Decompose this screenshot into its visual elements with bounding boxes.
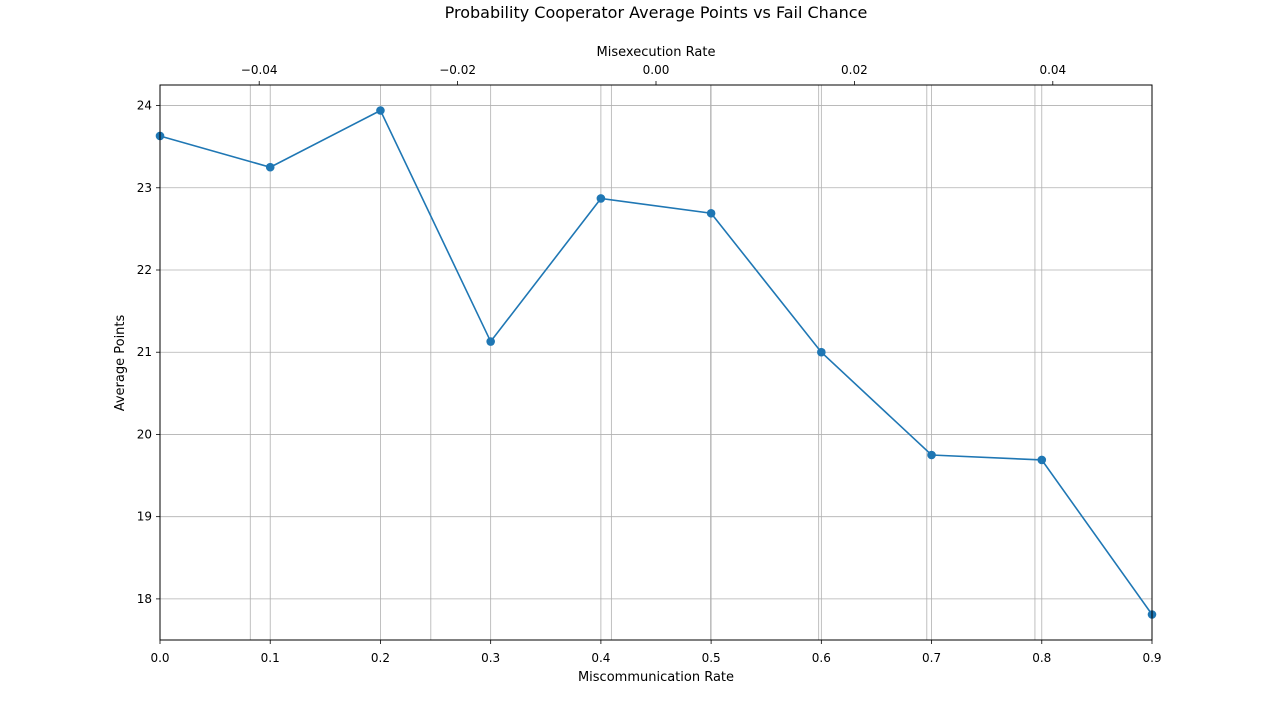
secondary-x-tick-label: −0.02 xyxy=(439,63,476,77)
x-axis-label: Miscommunication Rate xyxy=(578,670,734,685)
secondary-x-axis-label: Misexecution Rate xyxy=(597,45,716,60)
secondary-x-tick-label: 0.04 xyxy=(1039,63,1066,77)
x-tick-label: 0.1 xyxy=(261,651,280,665)
series-line-layer xyxy=(159,109,1153,615)
secondary-x-tick-label: 0.00 xyxy=(643,63,670,77)
data-point xyxy=(265,162,275,172)
x-tick-label: 0.6 xyxy=(812,651,831,665)
y-tick-label: 18 xyxy=(137,592,152,606)
x-tick-label: 0.4 xyxy=(591,651,610,665)
grid xyxy=(159,85,1153,640)
data-point xyxy=(376,106,385,115)
series-line xyxy=(159,109,1153,615)
x-tick-label: 0.2 xyxy=(371,651,390,665)
x-tick-label: 0.5 xyxy=(702,651,721,665)
data-point xyxy=(817,347,826,357)
x-tick-label: 0.0 xyxy=(150,651,169,665)
x-tick-label: 0.9 xyxy=(1142,651,1161,665)
y-axis-label: Average Points xyxy=(113,314,128,411)
secondary-x-axis-ticks: −0.04 −0.02 0.00 0.02 0.04 xyxy=(241,63,1066,85)
x-tick-label: 0.8 xyxy=(1032,651,1051,665)
data-point xyxy=(486,337,495,346)
x-tick-label: 0.3 xyxy=(481,651,500,665)
secondary-x-tick-label: 0.02 xyxy=(841,63,868,77)
y-axis-ticks: 18 19 20 21 22 23 24 xyxy=(137,99,160,606)
y-tick-label: 19 xyxy=(137,510,152,524)
data-point xyxy=(596,194,606,203)
y-tick-label: 24 xyxy=(137,99,152,113)
y-tick-label: 21 xyxy=(137,345,152,359)
data-point xyxy=(1037,455,1047,465)
data-point xyxy=(706,208,716,218)
x-axis-ticks: 0.0 0.1 0.2 0.3 0.4 0.5 0.6 0.7 0.8 0.9 xyxy=(150,640,1162,665)
marker-layer xyxy=(155,106,1157,619)
chart-title: Probability Cooperator Average Points vs… xyxy=(445,3,868,22)
y-tick-label: 23 xyxy=(137,181,152,195)
x-tick-label: 0.7 xyxy=(922,651,941,665)
y-tick-label: 20 xyxy=(137,427,152,441)
data-point xyxy=(927,450,936,460)
secondary-x-tick-label: −0.04 xyxy=(241,63,278,77)
y-tick-label: 22 xyxy=(137,263,152,277)
